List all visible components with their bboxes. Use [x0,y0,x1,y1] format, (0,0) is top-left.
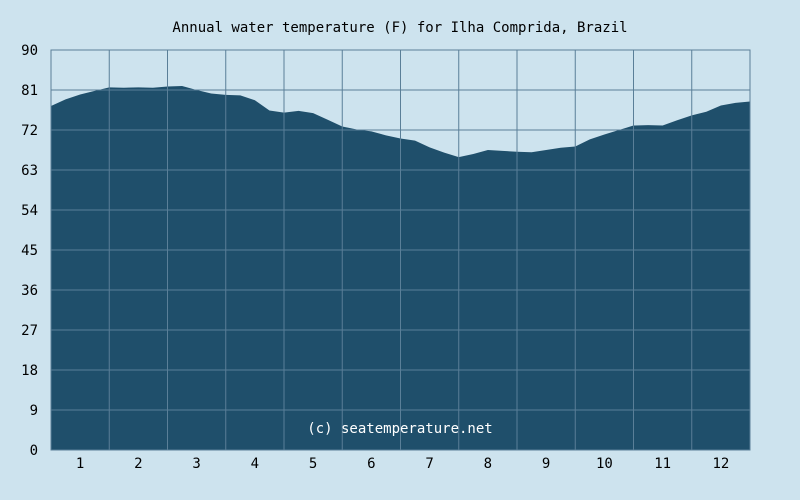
x-tick-label: 5 [309,456,317,472]
x-axis: 1 2 3 4 5 6 7 8 9 10 11 12 [76,456,729,472]
y-tick-label: 63 [21,163,38,179]
y-tick-label: 45 [21,243,38,259]
x-tick-label: 3 [192,456,200,472]
y-tick-label: 72 [21,123,38,139]
x-tick-label: 11 [654,456,671,472]
x-tick-label: 6 [367,456,375,472]
x-tick-label: 9 [542,456,550,472]
x-tick-label: 7 [425,456,433,472]
y-tick-label: 90 [21,43,38,59]
y-tick-label: 54 [21,203,38,219]
y-tick-label: 27 [21,323,38,339]
watermark: (c) seatemperature.net [307,421,492,437]
x-tick-label: 12 [712,456,729,472]
y-tick-label: 36 [21,283,38,299]
y-tick-label: 9 [30,403,38,419]
y-axis: 0 9 18 27 36 45 54 63 72 81 90 [21,43,38,459]
y-tick-label: 18 [21,363,38,379]
x-tick-label: 4 [251,456,259,472]
x-tick-label: 10 [596,456,613,472]
x-tick-label: 8 [484,456,492,472]
chart-title: Annual water temperature (F) for Ilha Co… [172,20,627,36]
y-tick-label: 81 [21,83,38,99]
y-tick-label: 0 [30,443,38,459]
plot-border [50,49,751,451]
x-tick-label: 2 [134,456,142,472]
x-tick-label: 1 [76,456,84,472]
